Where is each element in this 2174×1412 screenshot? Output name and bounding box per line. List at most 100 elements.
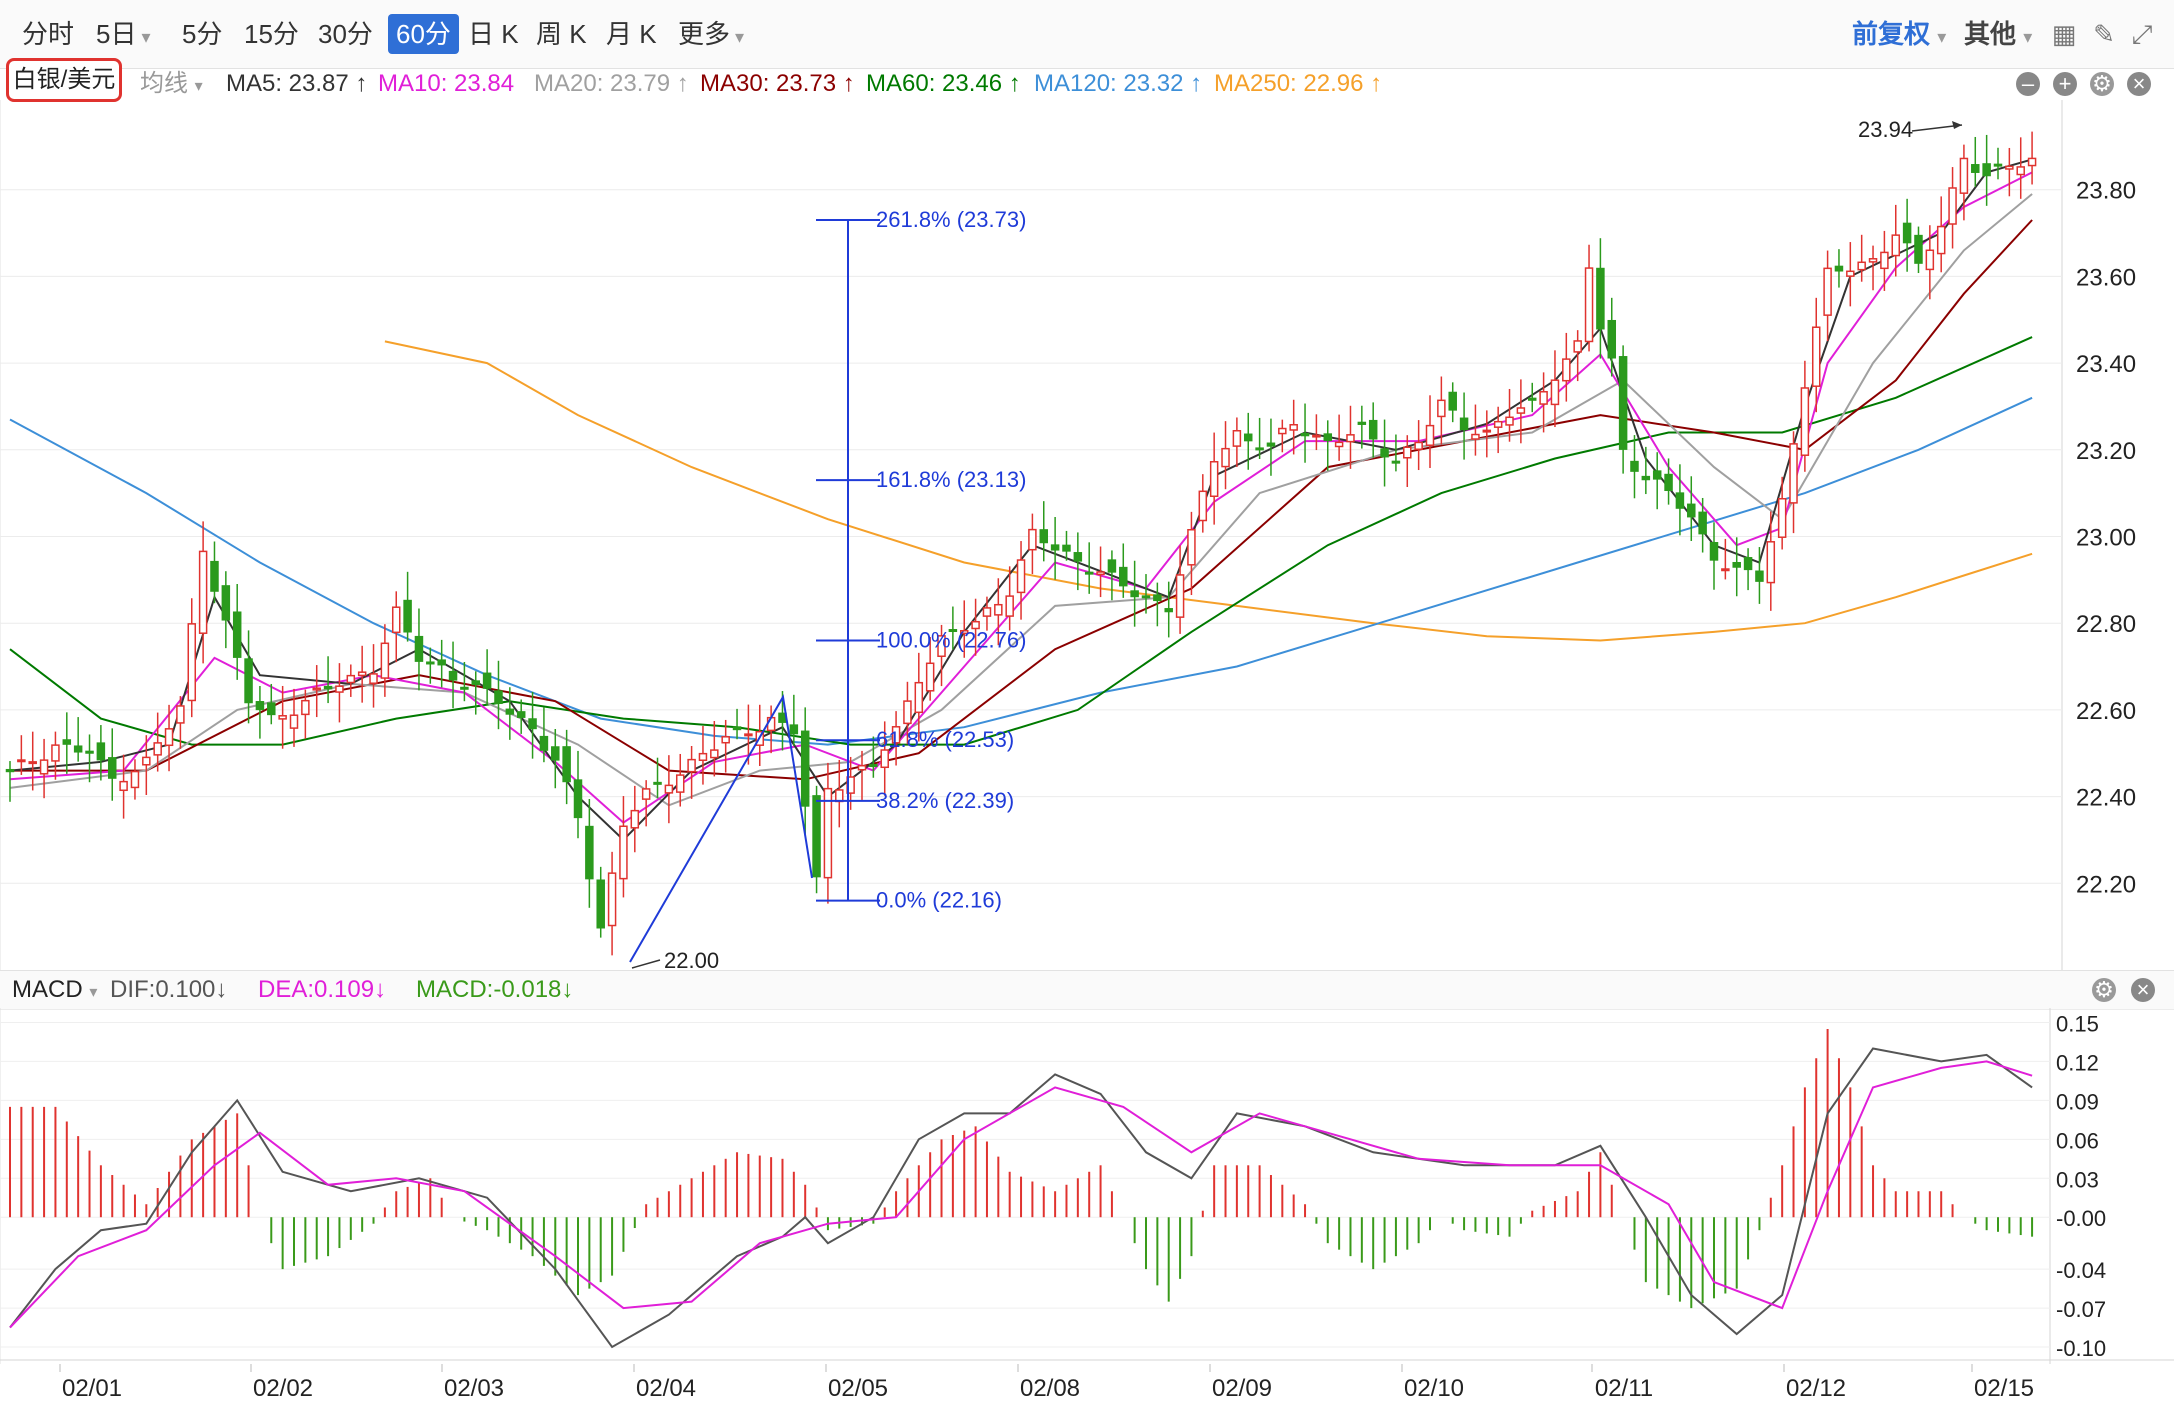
candle — [744, 704, 753, 765]
fullscreen-icon[interactable]: ⤢ — [2131, 19, 2153, 49]
tab-label: 分时 — [22, 19, 75, 49]
candle — [710, 720, 719, 777]
macd-chart[interactable]: 0.15 0.12 0.09 0.06 0.03 -0.00 -0.04 -0.07 -0.10 — [0, 1008, 2174, 1364]
draw-tool-icon[interactable]: ✎ — [2093, 19, 2115, 49]
candle — [471, 671, 481, 715]
ma-legend-item: MA30: 23.73 ↑ — [700, 70, 855, 97]
candle — [562, 729, 571, 805]
grid-icon[interactable]: ▦ — [2051, 19, 2077, 49]
candle — [1141, 574, 1151, 614]
tab-2[interactable]: 5分 — [182, 14, 222, 54]
time-tick-label: 02/12 — [1786, 1375, 1846, 1402]
close-icon[interactable]: × — [2127, 72, 2151, 96]
candle — [948, 606, 958, 650]
tab-1[interactable]: 5日 ▾ — [96, 14, 151, 54]
add-icon[interactable]: + — [2053, 72, 2077, 96]
candle — [1050, 516, 1060, 580]
candle — [2027, 131, 2037, 185]
tab-label: 15分 — [244, 19, 299, 49]
tab-0[interactable]: 分时 — [22, 14, 74, 54]
candle — [732, 708, 742, 740]
candle — [1505, 388, 1514, 442]
macd-tick-label: -0.07 — [2056, 1297, 2106, 1322]
candle — [1834, 249, 1844, 288]
candle — [516, 699, 526, 734]
time-tick-label: 02/05 — [828, 1375, 888, 1402]
macd-gridlines — [0, 1021, 2050, 1348]
other-dropdown[interactable]: 其他 ▾ — [1964, 14, 2032, 54]
candle — [551, 729, 560, 789]
candle — [630, 785, 640, 853]
macd-title-dropdown[interactable]: MACD ▾ — [12, 974, 97, 1009]
candle — [1721, 538, 1730, 580]
minimize-icon[interactable]: – — [2016, 72, 2040, 96]
chevron-down-icon: ▾ — [2023, 27, 2033, 47]
tab-3[interactable]: 15分 — [244, 14, 299, 54]
fq-label: 前复权 — [1852, 19, 1931, 49]
tab-5[interactable]: 60分 — [388, 14, 459, 54]
candle — [1187, 511, 1196, 596]
candle — [1755, 547, 1764, 604]
candle — [1153, 582, 1162, 627]
time-tick-label: 02/08 — [1020, 1375, 1080, 1402]
ma-legend-item: MA5: 23.87 ↑ — [226, 70, 368, 97]
candle — [1300, 403, 1310, 463]
candle — [414, 608, 424, 691]
time-axis: 02/01 02/02 02/03 02/04 02/05 02/08 02/09 02/10… — [59, 1364, 2034, 1402]
gear-icon[interactable]: ⚙ — [2092, 978, 2116, 1002]
tab-9[interactable]: 更多 ▾ — [678, 14, 744, 54]
tab-label: 周 K — [536, 19, 587, 49]
candle — [17, 735, 26, 775]
fibonacci-tool[interactable]: 261.8% (23.73) 161.8% (23.13) 100.0% (22.7… — [629, 207, 1026, 963]
candle — [1527, 382, 1537, 413]
ma-mode-dropdown[interactable]: 均线 ▾ — [140, 68, 203, 103]
chevron-down-icon: ▾ — [136, 27, 151, 47]
candle — [675, 753, 685, 807]
candle — [301, 689, 310, 739]
candle — [335, 663, 344, 723]
candle — [1357, 405, 1367, 449]
tab-6[interactable]: 日 K — [468, 14, 519, 54]
gear-icon[interactable]: ⚙ — [2090, 72, 2114, 96]
candle — [51, 731, 60, 780]
candle — [1380, 419, 1389, 487]
close-icon[interactable]: × — [2131, 978, 2155, 1002]
candle — [1414, 420, 1423, 471]
candle — [1618, 345, 1628, 474]
candle — [62, 712, 72, 774]
candle — [505, 687, 515, 740]
candle — [5, 761, 15, 802]
candle — [1641, 446, 1651, 495]
candle — [1312, 414, 1321, 451]
tab-8[interactable]: 月 K — [606, 14, 657, 54]
fq-dropdown[interactable]: 前复权 ▾ — [1852, 14, 1946, 54]
candle — [119, 754, 128, 819]
macd-lines — [9, 1047, 2033, 1349]
symbol-box[interactable]: 白银/美元 — [6, 58, 122, 102]
candle — [39, 738, 49, 799]
price-tick-label: 23.60 — [2076, 264, 2136, 291]
dea-line — [9, 1060, 2033, 1329]
candle — [96, 725, 106, 781]
candle — [448, 641, 458, 709]
tab-7[interactable]: 周 K — [536, 14, 587, 54]
candle — [1471, 404, 1480, 456]
ma10-line — [9, 171, 2033, 824]
candle — [982, 596, 992, 631]
macd-legend: MACD ▾ DIF:0.100↓ DEA:0.109↓ MACD:-0.018↓ … — [0, 970, 2174, 1010]
candle — [1198, 474, 1208, 533]
candle — [312, 665, 321, 718]
tab-4[interactable]: 30分 — [318, 14, 373, 54]
candle — [244, 630, 253, 724]
price-chart[interactable]: 261.8% (23.73) 161.8% (23.13) 100.0% (22.7… — [0, 100, 2174, 970]
candle — [2005, 147, 2014, 197]
macd-title: MACD — [12, 976, 83, 1003]
ma20-line — [9, 193, 2033, 807]
candle — [1777, 476, 1787, 550]
candle — [1368, 402, 1378, 458]
candle — [1266, 418, 1276, 476]
candle — [1880, 230, 1889, 291]
fib-level-label: 38.2% (22.39) — [876, 788, 1014, 813]
ma30-line — [10, 219, 2033, 781]
candle — [1346, 405, 1355, 469]
